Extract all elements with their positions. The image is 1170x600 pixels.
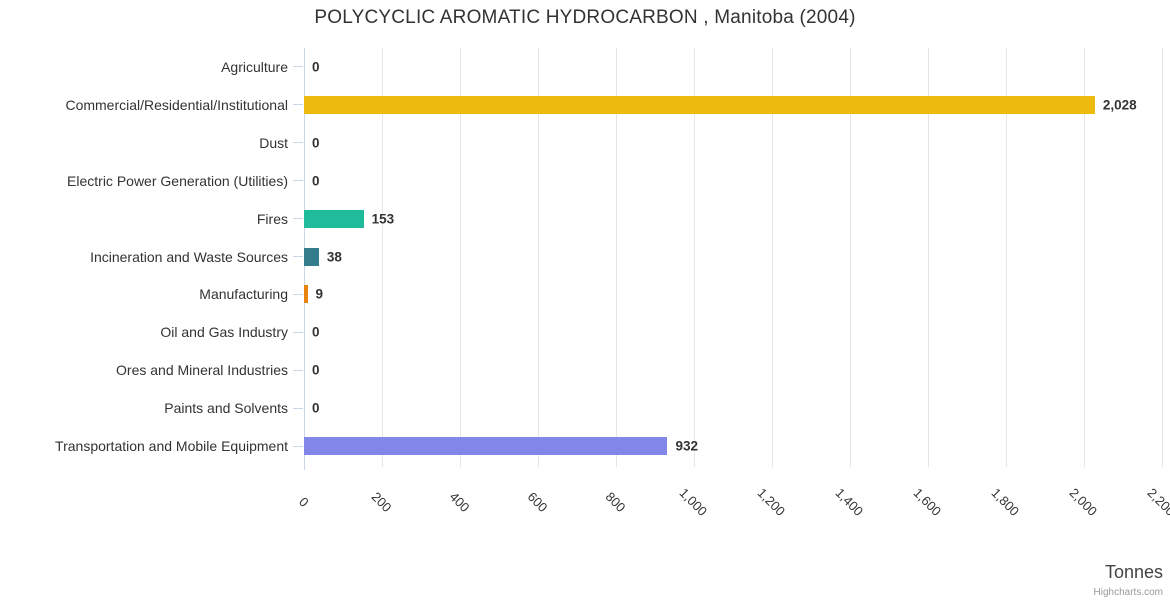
category-axis-tick xyxy=(293,66,303,68)
x-gridline xyxy=(538,48,539,467)
category-axis-tick xyxy=(293,369,303,371)
x-tick-label: 200 xyxy=(368,489,395,515)
value-label: 0 xyxy=(312,400,320,416)
value-label: 0 xyxy=(312,362,320,378)
category-axis-tick xyxy=(293,218,303,220)
category-label: Oil and Gas Industry xyxy=(160,324,288,341)
category-label: Incineration and Waste Sources xyxy=(90,248,288,265)
category-label: Commercial/Residential/Institutional xyxy=(65,96,288,113)
category-axis-tick xyxy=(293,293,303,295)
x-tick-label: 1,000 xyxy=(676,485,711,519)
x-gridline xyxy=(382,48,383,467)
chart-title: POLYCYCLIC AROMATIC HYDROCARBON , Manito… xyxy=(314,7,856,28)
value-label: 0 xyxy=(312,135,320,151)
x-gridline xyxy=(694,48,695,467)
x-gridline xyxy=(928,48,929,467)
category-label: Dust xyxy=(259,134,288,151)
category-axis-tick xyxy=(293,445,303,447)
x-tick-label: 1,200 xyxy=(754,485,789,519)
category-label: Fires xyxy=(256,210,288,227)
x-tick-label: 1,400 xyxy=(832,485,867,519)
category-label: Electric Power Generation (Utilities) xyxy=(67,172,288,189)
value-label: 932 xyxy=(675,438,698,454)
category-axis-tick xyxy=(293,256,303,257)
x-tick-label: 1,600 xyxy=(910,485,945,519)
value-label: 38 xyxy=(326,249,342,264)
x-tick-label: 2,200 xyxy=(1144,485,1170,519)
value-label: 0 xyxy=(312,173,320,189)
x-tick-label: 0 xyxy=(295,494,312,510)
bar[interactable] xyxy=(304,285,308,304)
value-label: 153 xyxy=(371,211,395,227)
x-tick-label: 600 xyxy=(524,489,551,515)
x-tick-label: 2,000 xyxy=(1066,485,1101,519)
category-axis-tick xyxy=(293,331,303,333)
category-label: Manufacturing xyxy=(199,286,288,303)
bar[interactable] xyxy=(304,95,1095,114)
category-label: Paints and Solvents xyxy=(164,400,288,417)
value-label: 0 xyxy=(312,324,320,340)
x-tick-label: 800 xyxy=(602,489,629,515)
value-label: 9 xyxy=(315,286,324,302)
category-axis-tick xyxy=(293,407,303,409)
category-label: Ores and Mineral Industries xyxy=(116,362,288,379)
category-label: Agriculture xyxy=(221,58,288,75)
bar[interactable] xyxy=(304,247,319,266)
value-label: 0 xyxy=(312,59,320,75)
x-gridline xyxy=(1006,48,1007,467)
x-axis-title: Tonnes xyxy=(1104,562,1163,582)
category-axis-tick xyxy=(293,180,303,182)
x-gridline xyxy=(1162,48,1163,467)
bar[interactable] xyxy=(304,209,364,228)
x-gridline xyxy=(850,48,851,467)
category-axis-tick xyxy=(293,142,303,144)
category-label: Transportation and Mobile Equipment xyxy=(55,438,288,455)
x-gridline xyxy=(460,48,461,467)
x-tick-label: 400 xyxy=(446,489,473,515)
x-gridline xyxy=(772,48,773,467)
bar[interactable] xyxy=(304,437,668,456)
x-gridline xyxy=(1084,48,1085,467)
category-axis-tick xyxy=(293,104,303,106)
x-tick-label: 1,800 xyxy=(988,485,1023,519)
x-gridline xyxy=(616,48,617,467)
value-label: 2,028 xyxy=(1102,97,1137,113)
credits-link[interactable]: Highcharts.com xyxy=(1093,587,1163,598)
